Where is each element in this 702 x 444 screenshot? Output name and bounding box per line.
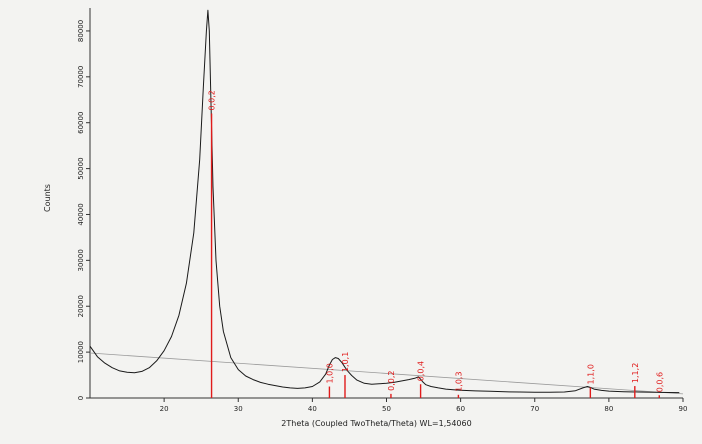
x-tick-label: 60	[456, 405, 465, 413]
y-tick-label: 70000	[77, 66, 85, 88]
x-tick-label: 20	[160, 405, 169, 413]
x-tick-label: 70	[530, 405, 539, 413]
y-tick-label: 50000	[77, 157, 85, 179]
x-tick-label: 90	[679, 405, 688, 413]
reference-label: 0,0,6	[655, 372, 664, 392]
reference-label: 1,1,0	[586, 364, 595, 384]
y-tick-label: 0	[77, 396, 85, 400]
y-axis-label: Counts	[43, 184, 52, 212]
reference-label: 1,0,1	[341, 352, 350, 372]
x-ticks: 20 30 40 50 60 70 80 90	[160, 398, 688, 413]
reference-layer: 0,0,2 1,0,0 1,0,1 0,0,2 0,0,4 1,0,3 1,1,0 1,1,2…	[208, 90, 664, 398]
reference-label: 0,0,2	[387, 371, 396, 391]
x-tick-label: 30	[234, 405, 243, 413]
x-tick-label: 50	[382, 405, 391, 413]
y-tick-label: 60000	[77, 112, 85, 134]
x-axis-label: 2Theta (Coupled TwoTheta/Theta) WL=1,540…	[281, 419, 471, 428]
reference-label: 0,0,4	[417, 361, 426, 381]
reference-label: 1,0,3	[454, 371, 463, 391]
series-layer	[89, 9, 684, 395]
y-tick-label: 30000	[77, 249, 85, 271]
x-tick-label: 80	[604, 405, 613, 413]
y-tick-label: 80000	[77, 20, 85, 42]
x-tick-label: 40	[308, 405, 317, 413]
y-tick-label: 20000	[77, 295, 85, 317]
reference-label: 1,0,0	[325, 363, 334, 383]
reference-label: 0,0,2	[208, 90, 217, 110]
reference-label: 1,1,2	[631, 363, 640, 383]
y-tick-label: 40000	[77, 203, 85, 225]
diffraction-pattern-line	[89, 9, 680, 394]
y-tick-label: 10000	[77, 341, 85, 363]
y-ticks: 0 10000 20000 30000 40000 50000 60000 70000 8000…	[77, 20, 90, 400]
